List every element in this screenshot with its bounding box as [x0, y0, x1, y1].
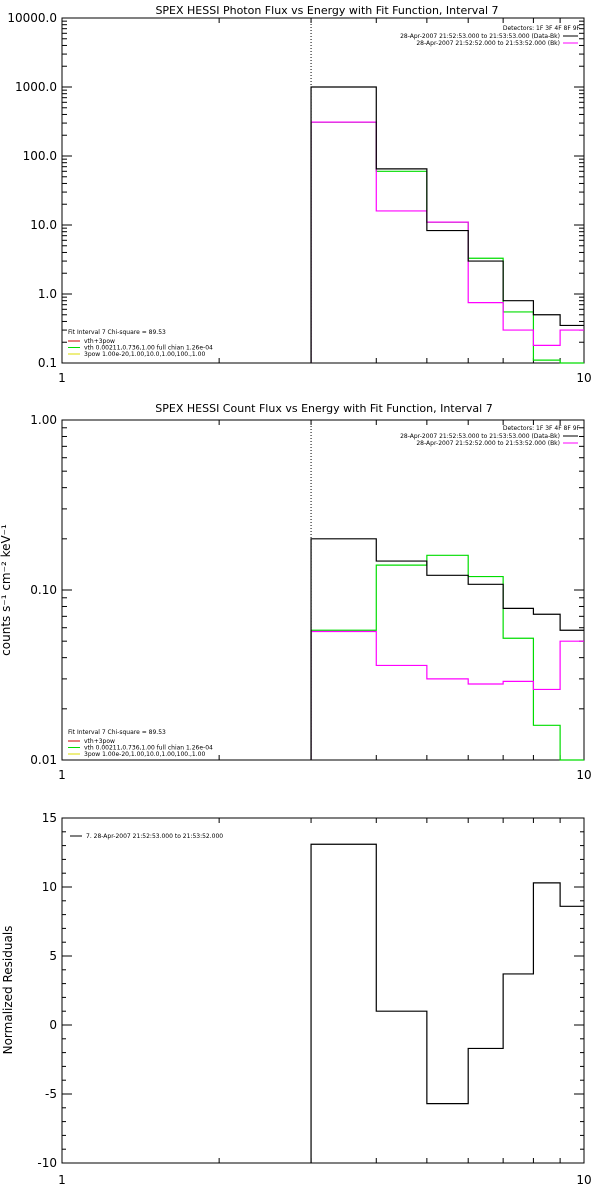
- count-legend-right: 28-Apr-2007 21:52:53.000 to 21:53:53.000…: [400, 433, 578, 447]
- legend-entry-text: 28-Apr-2007 21:52:53.000 to 21:53:53.000…: [400, 33, 560, 40]
- series-line-2: [310, 554, 584, 761]
- photon-legend-right: 28-Apr-2007 21:52:53.000 to 21:53:53.000…: [400, 33, 578, 47]
- residuals-x-ticks: [218, 818, 561, 1163]
- y-tick-label: 15: [42, 811, 57, 825]
- y-tick-label: 10.0: [30, 218, 57, 232]
- y-tick-label: 5: [49, 949, 57, 963]
- photon-flux-title: SPEX HESSI Photon Flux vs Energy with Fi…: [155, 4, 498, 17]
- residuals-series: [310, 843, 584, 1163]
- photon-flux-panel: SPEX HESSI Photon Flux vs Energy with Fi…: [7, 4, 591, 385]
- count-fit-header: Fit Interval 7 Chi-square = 89.53: [68, 729, 166, 736]
- y-tick-label: 0.10: [30, 583, 57, 597]
- y-tick-label: 10000.0: [7, 11, 57, 25]
- count-x-tick-label-1: 1: [58, 768, 66, 782]
- fit-legend-text: 3pow 1.00e-20,1.00,10.0,1.00,100.,1.00: [84, 751, 205, 758]
- residuals-legend: 7. 28-Apr-2007 21:52:53.000 to 21:53:52.…: [70, 833, 223, 840]
- series-line-2: [310, 121, 584, 364]
- fit-legend-text: vth 0.00211,0.736,1.00 full chian 1.26e-…: [84, 745, 213, 752]
- count-series: [310, 538, 584, 761]
- y-tick-label: 0: [49, 1018, 57, 1032]
- y-tick-label: -10: [37, 1156, 57, 1170]
- legend-entry-text: 7. 28-Apr-2007 21:52:53.000 to 21:53:52.…: [86, 833, 223, 840]
- residuals-plot-frame: [61, 817, 585, 1164]
- residuals-panel: -10 -5 0 5 10 15 7. 28-Apr-2007 21:52:53.000 …: [1, 811, 592, 1187]
- residuals-x-tick-label-10: 10: [576, 1173, 591, 1187]
- count-x-ticks: [218, 420, 561, 760]
- legend-entry-text: 28-Apr-2007 21:52:52.000 to 21:53:52.000…: [416, 440, 560, 447]
- count-y-ticks: 0.01 0.10 1.00: [30, 413, 584, 767]
- count-plot-frame: [61, 419, 585, 761]
- count-x-tick-label-10: 10: [576, 768, 591, 782]
- series-line-0: [310, 538, 584, 760]
- y-tick-label: 100.0: [23, 149, 57, 163]
- count-detectors-label: Detectors: 1F 3F 4F 8F 9F: [503, 425, 581, 432]
- residuals-y-ticks: -10 -5 0 5 10 15: [37, 811, 584, 1170]
- y-tick-label: 1.00: [30, 413, 57, 427]
- count-flux-title: SPEX HESSI Count Flux vs Energy with Fit…: [155, 402, 492, 415]
- y-tick-label: 0.01: [30, 753, 57, 767]
- count-y-axis-label: counts s⁻¹ cm⁻² keV⁻¹: [0, 524, 13, 656]
- photon-detectors-label: Detectors: 1F 3F 4F 8F 9F: [503, 25, 581, 32]
- y-tick-label: 0.1: [38, 356, 57, 370]
- residuals-y-axis-label: Normalized Residuals: [1, 926, 15, 1055]
- y-tick-label: 1000.0: [15, 80, 57, 94]
- legend-entry-text: 28-Apr-2007 21:52:53.000 to 21:53:53.000…: [400, 433, 560, 440]
- series-line-1: [310, 630, 584, 760]
- count-flux-panel: SPEX HESSI Count Flux vs Energy with Fit…: [0, 402, 592, 782]
- photon-x-tick-label-1: 1: [58, 371, 66, 385]
- photon-x-ticks: [218, 18, 561, 363]
- fit-legend-text: vth 0.00211,0.736,1.00 full chian 1.26e-…: [84, 345, 213, 352]
- y-tick-label: 10: [42, 880, 57, 894]
- y-tick-label: -5: [45, 1087, 57, 1101]
- photon-fit-header: Fit Interval 7 Chi-square = 89.53: [68, 329, 166, 336]
- legend-entry-text: 28-Apr-2007 21:52:52.000 to 21:53:52.000…: [416, 40, 560, 47]
- fit-legend-text: vth+3pow: [84, 738, 115, 745]
- photon-y-ticks: 0.1 1.0 10.0 100.0 1000.0 10000.0: [7, 11, 584, 370]
- y-tick-label: 1.0: [38, 287, 57, 301]
- fit-legend-text: vth+3pow: [84, 338, 115, 345]
- fit-legend-text: 3pow 1.00e-20,1.00,10.0,1.00,100.,1.00: [84, 351, 205, 358]
- residuals-x-tick-label-1: 1: [58, 1173, 66, 1187]
- photon-plot-frame: [61, 17, 585, 364]
- series-line-0: [310, 843, 584, 1163]
- series-line-1: [310, 121, 584, 363]
- photon-series: [310, 86, 584, 364]
- series-line-0: [310, 86, 584, 363]
- photon-x-tick-label-10: 10: [576, 371, 591, 385]
